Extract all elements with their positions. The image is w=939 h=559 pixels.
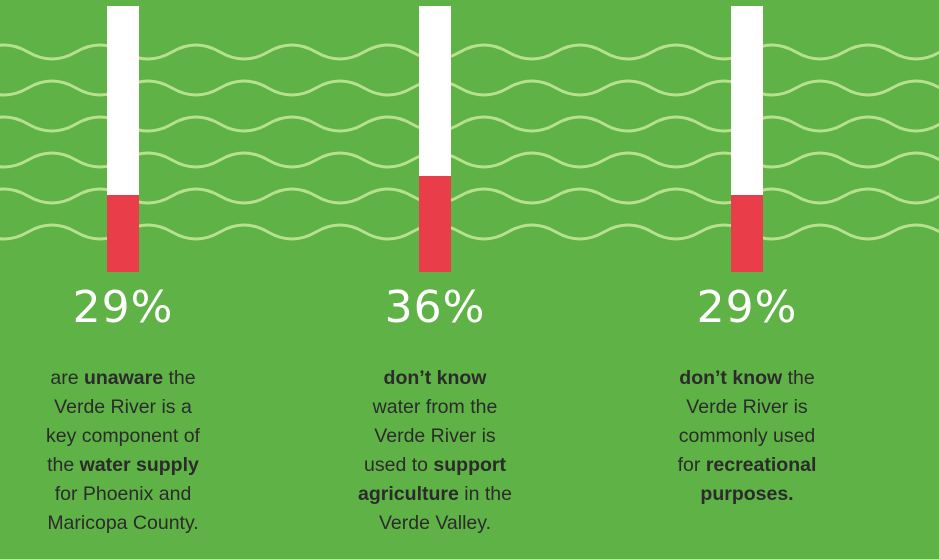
emphasis-text: unaware xyxy=(83,367,164,389)
wave-line xyxy=(0,43,939,61)
body-text: the xyxy=(163,367,196,389)
percentage-bar xyxy=(731,6,763,272)
description-line: key component of xyxy=(13,422,233,451)
description-line: used to support xyxy=(325,451,545,480)
emphasis-text: don’t know xyxy=(679,367,783,389)
wave-line xyxy=(0,223,939,241)
wave-line xyxy=(0,151,939,169)
percentage-bar-fill xyxy=(419,176,451,272)
description-line: for Phoenix and xyxy=(13,480,233,509)
description-line: Verde River is a xyxy=(13,393,233,422)
emphasis-text: purposes. xyxy=(700,483,794,505)
stat-description: don’t know the Verde River is commonly use… xyxy=(637,364,857,509)
body-text: Verde River is xyxy=(374,425,496,447)
description-line: Verde River is xyxy=(637,393,857,422)
description-line: don’t know xyxy=(325,364,545,393)
body-text: used to xyxy=(364,454,434,476)
body-text: Verde Valley. xyxy=(378,512,491,534)
body-text: for Phoenix and xyxy=(54,483,192,505)
stat-description: don’t know water from the Verde River is us… xyxy=(325,364,545,538)
description-line: for recreational xyxy=(637,451,857,480)
emphasis-text: don’t know xyxy=(383,367,487,389)
description-line: the water supply xyxy=(13,451,233,480)
emphasis-text: water supply xyxy=(79,454,199,476)
description-line: Verde River is xyxy=(325,422,545,451)
emphasis-text: recreational xyxy=(705,454,817,476)
percentage-bar-fill xyxy=(731,194,763,272)
percentage-value: 29% xyxy=(696,282,798,333)
wave-line xyxy=(0,115,939,133)
body-text: Maricopa County. xyxy=(47,512,199,534)
percentage-bar xyxy=(107,6,139,272)
body-text: are xyxy=(50,367,84,389)
wave-line xyxy=(0,187,939,205)
wave-line xyxy=(0,79,939,97)
body-text: Verde River is xyxy=(686,396,808,418)
description-line: commonly used xyxy=(637,422,857,451)
description-line: Verde Valley. xyxy=(325,509,545,538)
body-text: Verde River is a xyxy=(54,396,192,418)
body-text: water from the xyxy=(372,396,498,418)
description-line: Maricopa County. xyxy=(13,509,233,538)
body-text: for xyxy=(677,454,706,476)
emphasis-text: support xyxy=(433,454,506,476)
description-line: don’t know the xyxy=(637,364,857,393)
body-text: the xyxy=(782,367,815,389)
percentage-value: 29% xyxy=(72,282,174,333)
description-line: agriculture in the xyxy=(325,480,545,509)
body-text: key component of xyxy=(46,425,200,447)
body-text: in the xyxy=(458,483,512,505)
emphasis-text: agriculture xyxy=(358,483,459,505)
body-text: commonly used xyxy=(678,425,816,447)
description-line: water from the xyxy=(325,393,545,422)
body-text: the xyxy=(47,454,80,476)
percentage-bar-fill xyxy=(107,194,139,272)
description-line: are unaware the xyxy=(13,364,233,393)
description-line: purposes. xyxy=(637,480,857,509)
stat-description: are unaware the Verde River is a key compo… xyxy=(13,364,233,538)
percentage-bar xyxy=(419,6,451,272)
percentage-value: 36% xyxy=(384,282,486,333)
